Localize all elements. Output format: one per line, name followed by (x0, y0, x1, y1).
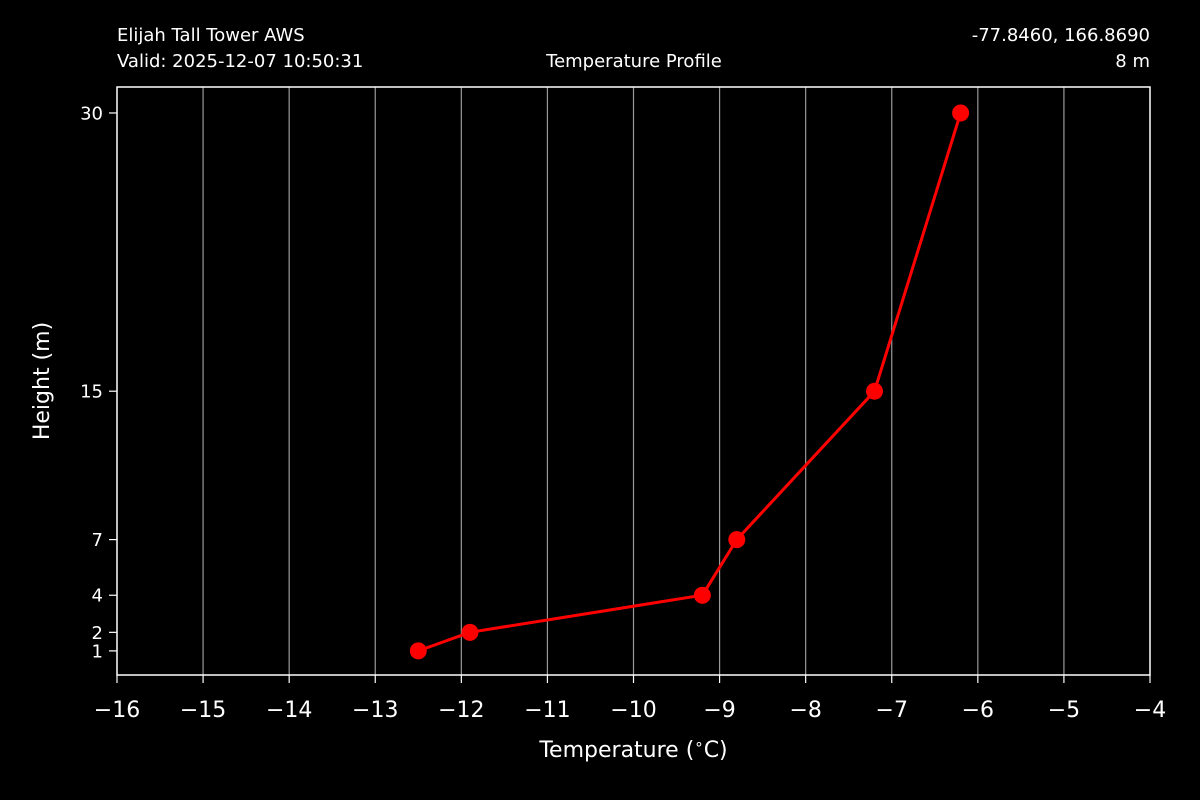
x-tick-label: −11 (524, 698, 570, 723)
y-tick-label: 2 (92, 623, 103, 644)
data-point (409, 642, 427, 660)
x-tick-label: −13 (352, 698, 398, 723)
x-tick-label: −8 (789, 698, 821, 723)
x-tick-label: −5 (1048, 698, 1080, 723)
axes: −16 −15 −14 −13 −12 −11 −10 −9 −8 −7 −6 −5 −4 12 4 7 15 3… (80, 103, 1166, 723)
data-point (728, 531, 746, 549)
x-tick-label: −6 (962, 698, 994, 723)
y-tick-label: 1 (92, 641, 103, 662)
x-tick-label: −7 (876, 698, 908, 723)
x-tick-label: −4 (1134, 698, 1166, 723)
y-tick-label: 7 (92, 530, 103, 551)
x-tick-label: −15 (180, 698, 226, 723)
x-axis-label: Temperature (∘C) (538, 735, 727, 763)
y-tick-label: 30 (80, 103, 103, 124)
x-tick-label: −9 (703, 698, 735, 723)
grid-lines (202, 87, 1065, 675)
series-layer (409, 104, 970, 660)
x-tick-label: −12 (438, 698, 484, 723)
data-point (952, 104, 970, 122)
y-axis-label: Height (m) (30, 322, 55, 440)
x-tick-label: −16 (94, 698, 140, 723)
data-point (866, 382, 884, 400)
series-line (417, 112, 963, 653)
y-tick-label: 4 (92, 586, 103, 607)
data-point (461, 623, 479, 641)
x-tick-label: −14 (266, 698, 312, 723)
x-tick-label: −10 (610, 698, 656, 723)
valid-time: Valid: 2025-12-07 10:50:31 (117, 51, 364, 72)
station-coords: -77.8460, 166.8690 (971, 25, 1150, 46)
y-tick-label: 15 (80, 382, 103, 403)
station-elevation: 8 m (1115, 51, 1150, 72)
chart-title: Temperature Profile (546, 51, 722, 72)
data-point (693, 586, 711, 604)
station-name: Elijah Tall Tower AWS (117, 25, 305, 46)
